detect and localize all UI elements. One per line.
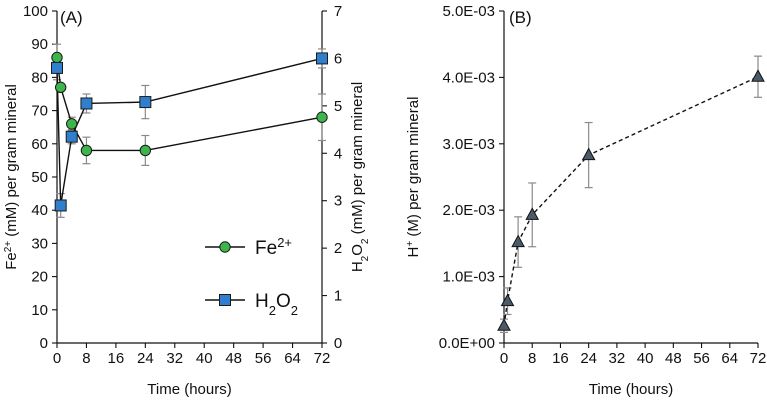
panel-a-series-lines [56, 57, 323, 206]
panel-a-right-y-tick-label: 7 [334, 3, 342, 20]
panel-b-axes: 0 8 16 24 32 40 48 56 64 72 0.0E+00 1.0E-03 2.0E-03 3… [439, 3, 767, 367]
panel-b-x-axis-title: Time (hours) [589, 381, 673, 398]
panel-a-x-tick-label: 56 [255, 350, 272, 367]
panel-a-x-tick-label: 48 [225, 350, 242, 367]
panel-a-left-y-tick-label: 10 [31, 302, 48, 319]
panel-b-y-tick-label: 4.0E-03 [442, 69, 495, 86]
panel-a-h2o2-point [139, 96, 152, 109]
panel-b-h-plus-point [581, 147, 596, 161]
panel-a-h2o2-point [51, 61, 63, 74]
panel-a-fe2-point [66, 118, 78, 130]
panel-b-x-tick-label: 64 [721, 350, 738, 367]
panel-a-x-tick-label: 40 [196, 350, 213, 367]
panel-a-right-y-tick-label: 3 [334, 193, 342, 210]
panel-b-x-tick-label: 56 [693, 350, 710, 367]
panel-a-right-y-tick-label: 2 [334, 240, 342, 257]
panel-b-h-plus-point [511, 234, 525, 248]
panel-a-left-y-tick-label: 40 [31, 202, 48, 219]
panel-a-left-y-tick-label: 30 [31, 235, 48, 252]
panel-a-x-tick-label: 16 [108, 350, 125, 367]
panel-a-right-y-tick-label: 0 [334, 335, 342, 352]
panel-b-x-tick-label: 8 [528, 350, 536, 367]
panel-b-y-axis-title: H+ (M) per gram mineral [405, 97, 423, 258]
panel-a-x-tick-label: 64 [284, 350, 301, 367]
panel-a-fe2-point [54, 81, 67, 94]
panel-a-fe2-point [139, 144, 152, 157]
panel-a-x-tick-label: 72 [314, 350, 331, 367]
panel-b-y-tick-label: 5.0E-03 [442, 3, 495, 20]
panel-b-x-tick-label: 16 [552, 350, 569, 367]
panel-a-left-y-tick-label: 80 [31, 69, 48, 86]
legend-h2o2-label: H2O2 [255, 291, 298, 318]
legend-fe2-marker [219, 241, 231, 253]
panel-b-y-tick-label: 0.0E+00 [439, 335, 495, 352]
panel-b-h-plus-point [751, 69, 765, 82]
panel-a-right-y-tick-label: 1 [334, 288, 342, 305]
panel-b-h-plus-point [500, 293, 515, 307]
panel-b-x-tick-label: 48 [665, 350, 682, 367]
panel-b-x-tick-label: 40 [637, 350, 654, 367]
panel-a-fe2-point [80, 144, 93, 157]
panel-a-right-y-axis-title: H2O2 (mM) per gram mineral [349, 82, 371, 272]
panel-b: 0 8 16 24 32 40 48 56 64 72 0.0E+00 1.0E-03 2.0E-03 3… [405, 3, 767, 398]
legend-h2o2-marker [219, 294, 231, 306]
panel-a-h2o2-point [54, 199, 67, 212]
panel-a-h2o2-point [65, 130, 78, 143]
panel-a-axes: 0 8 16 24 32 40 48 56 64 720102030405060708090100… [23, 3, 342, 367]
panel-a-left-y-tick-label: 100 [23, 3, 48, 20]
panel-a-fe2-line [56, 57, 323, 152]
panel-a-markers [51, 51, 328, 212]
panel-a-right-y-tick-label: 4 [334, 145, 342, 162]
panel-b-h-plus-point [525, 207, 540, 220]
panel-b-x-tick-label: 32 [609, 350, 626, 367]
panel-a-x-tick-label: 24 [137, 350, 154, 367]
panel-b-x-tick-label: 24 [580, 350, 597, 367]
panel-a: 0 8 16 24 32 40 48 56 64 720102030405060708090100… [3, 3, 371, 398]
panel-a-left-y-tick-label: 70 [31, 103, 48, 120]
panel-a-x-tick-label: 0 [53, 350, 61, 367]
panel-a-x-tick-label: 8 [82, 350, 90, 367]
panel-a-h2o2-point [80, 97, 93, 110]
panel-a-error-bars [53, 43, 326, 218]
panel-a-label: (A) [60, 8, 83, 27]
panel-b-x-tick-label: 0 [500, 350, 508, 367]
panel-b-h-plus-line [503, 76, 759, 326]
panel-a-h2o2-line [56, 57, 323, 206]
panel-b-markers [497, 69, 765, 331]
panel-a-h2o2-point [316, 52, 328, 65]
panel-a-fe2-point [316, 111, 328, 123]
panel-a-right-y-tick-label: 6 [334, 50, 342, 67]
legend-fe2-label: Fe2+ [255, 235, 292, 260]
panel-a-left-y-tick-label: 60 [31, 136, 48, 153]
panel-a-x-tick-label: 32 [166, 350, 183, 367]
panel-a-legend: Fe2+ H2O2 [205, 235, 298, 318]
panel-b-label: (B) [509, 8, 532, 27]
panel-a-left-y-axis-title: Fe2+ (mM) per gram mineral [3, 84, 21, 270]
panel-a-fe2-point [51, 51, 63, 64]
panel-a-x-axis-title: Time (hours) [147, 381, 231, 398]
panel-b-y-tick-label: 1.0E-03 [442, 269, 495, 286]
panel-b-y-tick-label: 3.0E-03 [442, 136, 495, 153]
panel-b-series-lines [503, 76, 759, 326]
panel-a-left-y-tick-label: 0 [40, 335, 48, 352]
panel-a-left-y-tick-label: 20 [31, 269, 48, 286]
panel-a-right-y-tick-label: 5 [334, 98, 342, 115]
panel-b-x-tick-label: 72 [750, 350, 767, 367]
panel-b-y-tick-label: 2.0E-03 [442, 202, 495, 219]
panel-a-left-y-tick-label: 90 [31, 36, 48, 53]
panel-a-left-y-tick-label: 50 [31, 169, 48, 186]
panel-b-h-plus-point [497, 318, 511, 331]
panel-b-error-bars [500, 55, 762, 333]
